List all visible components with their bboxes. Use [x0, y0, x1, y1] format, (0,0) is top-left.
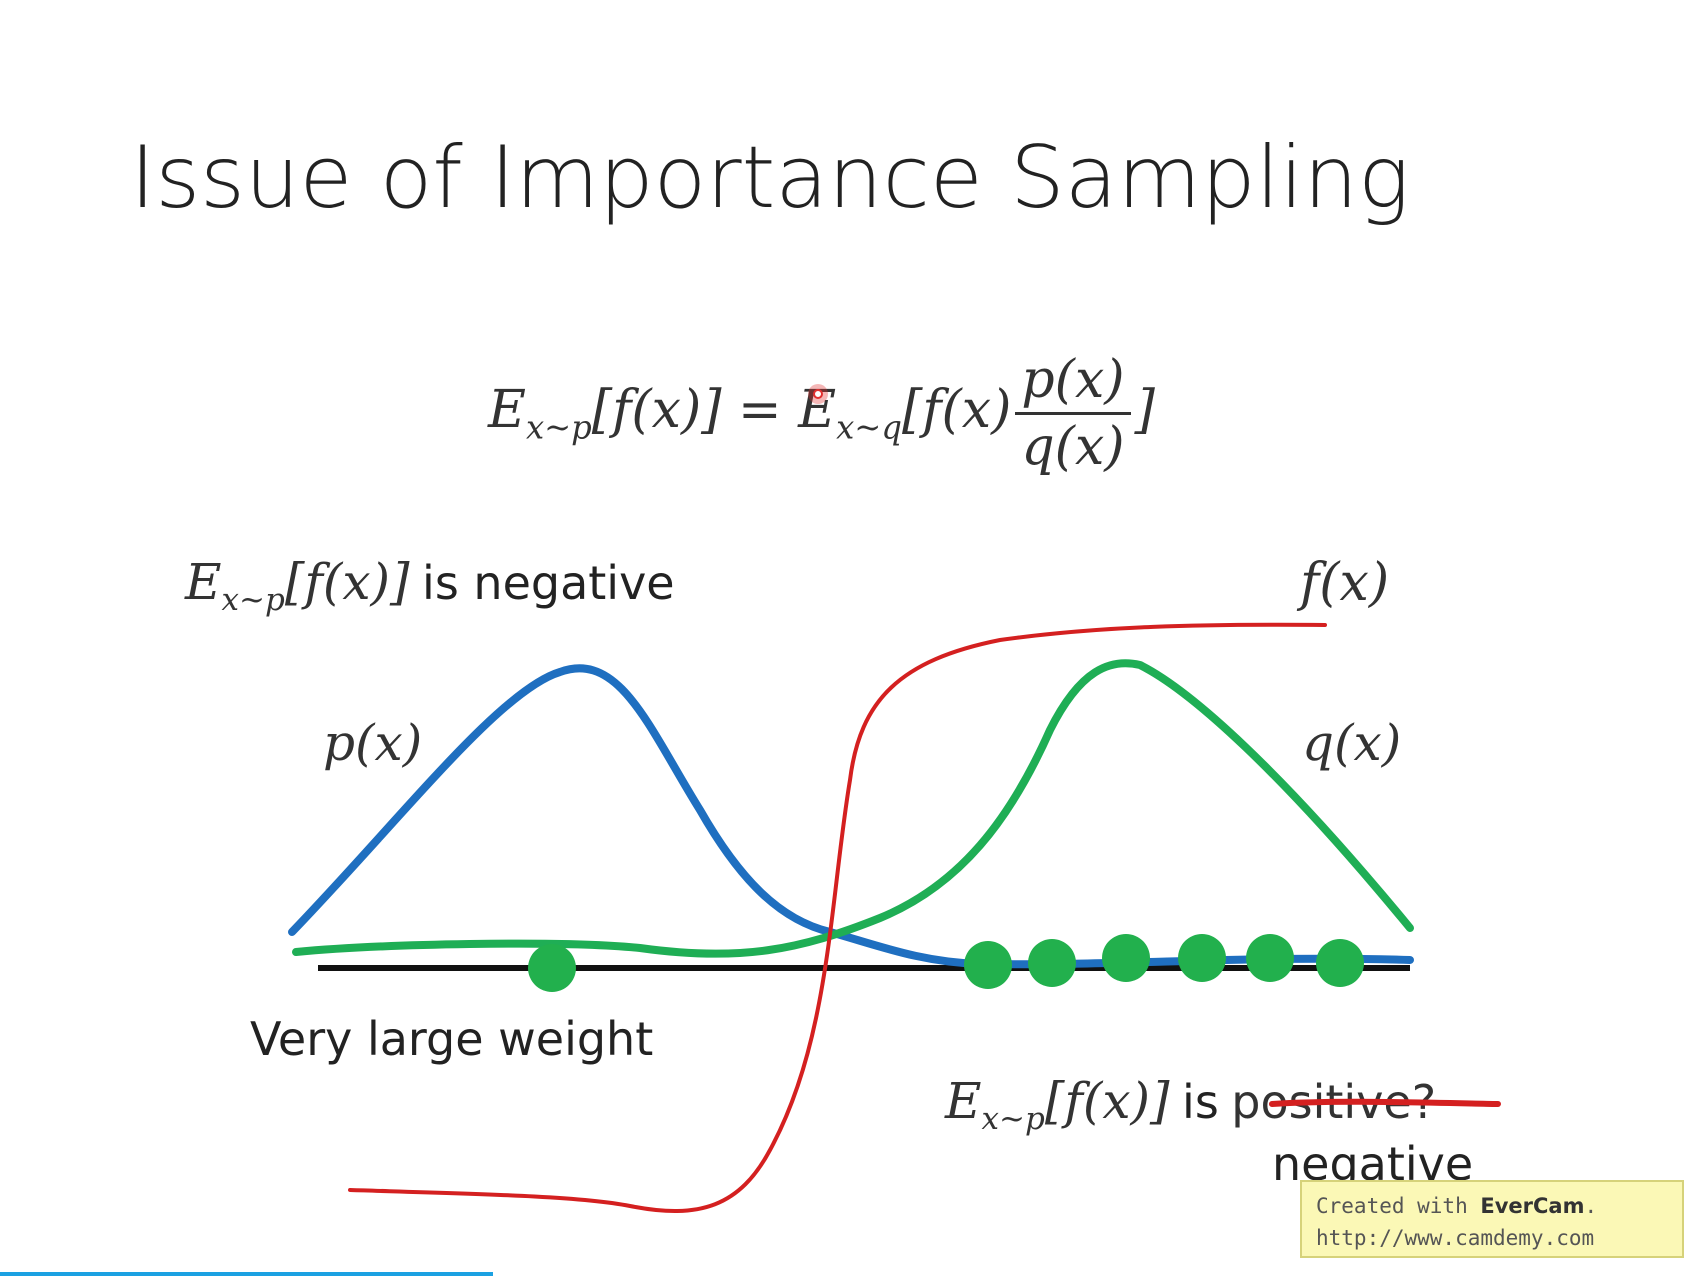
neg-sub: x~p — [221, 581, 285, 618]
label-expectation-positive: Ex~p[f(x)] is positive? — [945, 1072, 1436, 1137]
eq-close: ] — [1134, 380, 1155, 440]
sample-point-5 — [1246, 934, 1294, 982]
evercam-watermark: Created with EverCam. http://www.camdemy… — [1300, 1180, 1684, 1258]
label-f-of-x: f(x) — [1300, 553, 1390, 613]
label-very-large-weight: Very large weight — [250, 1012, 654, 1066]
p-curve — [288, 664, 1414, 969]
laser-pointer-icon — [808, 384, 828, 404]
strikethrough-mark — [1269, 1098, 1501, 1107]
watermark-line2: http://www.camdemy.com — [1316, 1226, 1595, 1250]
neg-text: is negative — [422, 556, 675, 610]
sample-point-3 — [1102, 934, 1150, 982]
sample-points — [528, 934, 1364, 992]
eq-lhs-E: E — [488, 380, 526, 440]
pos-is: is — [1182, 1075, 1219, 1129]
pos-E: E — [945, 1072, 982, 1130]
sample-point-1 — [964, 941, 1012, 989]
watermark-brand: EverCam — [1480, 1194, 1585, 1218]
eq-lhs-sub: x~p — [525, 408, 592, 447]
neg-body: [f(x)] — [284, 553, 410, 611]
f-curve — [348, 622, 1327, 1214]
watermark-prefix: Created with — [1316, 1194, 1481, 1218]
sample-point-4 — [1178, 934, 1226, 982]
watermark-line1: Created with EverCam. — [1316, 1190, 1668, 1222]
eq-fraction: p(x) q(x) — [1015, 350, 1131, 477]
slide-title: Issue of Importance Sampling — [130, 128, 1410, 228]
label-p-of-x: p(x) — [323, 714, 423, 772]
video-progress-fill — [0, 1272, 493, 1276]
pos-sub: x~p — [981, 1100, 1045, 1137]
eq-rhs-body: [f(x) — [901, 380, 1012, 440]
label-expectation-negative: Ex~p[f(x)] is negative — [185, 553, 675, 618]
sample-point-6 — [1316, 939, 1364, 987]
video-progress-bar[interactable] — [0, 1272, 1700, 1276]
label-q-of-x: q(x) — [1302, 714, 1402, 772]
eq-rhs-sub: x~q — [836, 408, 902, 447]
eq-frac-num: p(x) — [1015, 350, 1131, 415]
sample-point-left — [528, 944, 576, 992]
sample-point-2 — [1028, 939, 1076, 987]
q-curve — [292, 659, 1414, 958]
neg-E: E — [185, 553, 222, 611]
eq-lhs-body: [f(x)] = — [591, 380, 782, 440]
watermark-suffix: . — [1584, 1194, 1598, 1218]
eq-frac-den: q(x) — [1021, 417, 1125, 477]
importance-sampling-equation: Ex~p[f(x)] = Ex~q[f(x) p(x) q(x)] — [488, 350, 1155, 477]
pos-body: [f(x)] — [1044, 1072, 1170, 1130]
